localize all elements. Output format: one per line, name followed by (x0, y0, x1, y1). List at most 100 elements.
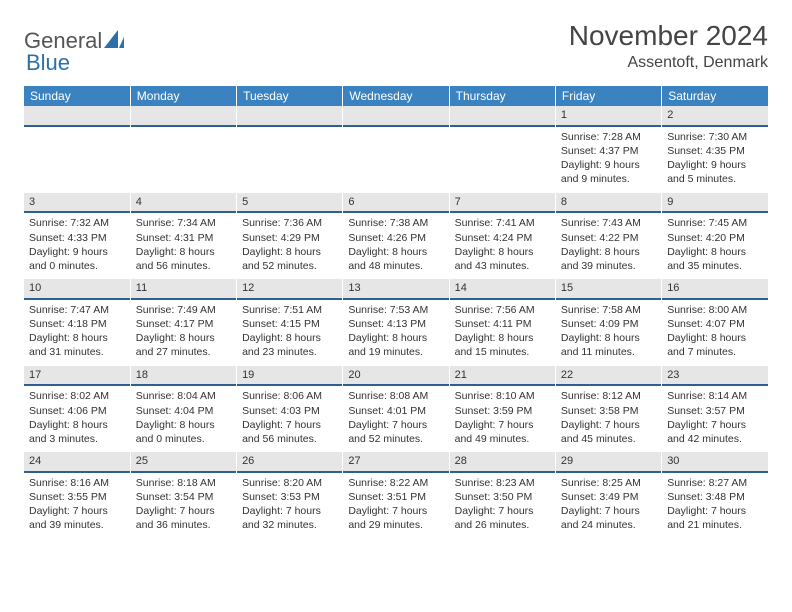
sunset-text: Sunset: 4:04 PM (136, 404, 231, 418)
calendar-cell: 4Sunrise: 7:34 AMSunset: 4:31 PMDaylight… (130, 193, 236, 280)
sunset-text: Sunset: 4:22 PM (561, 231, 656, 245)
day-number: 25 (131, 452, 236, 473)
calendar-week-row: 3Sunrise: 7:32 AMSunset: 4:33 PMDaylight… (24, 193, 768, 280)
sunrise-text: Sunrise: 7:49 AM (136, 303, 231, 317)
calendar-cell: 7Sunrise: 7:41 AMSunset: 4:24 PMDaylight… (449, 193, 555, 280)
weekday-header: Monday (130, 86, 236, 106)
weekday-header: Thursday (449, 86, 555, 106)
day-body: Sunrise: 7:49 AMSunset: 4:17 PMDaylight:… (131, 300, 236, 366)
calendar-cell: 21Sunrise: 8:10 AMSunset: 3:59 PMDayligh… (449, 366, 555, 453)
calendar-week-row: 10Sunrise: 7:47 AMSunset: 4:18 PMDayligh… (24, 279, 768, 366)
day-body: Sunrise: 7:36 AMSunset: 4:29 PMDaylight:… (237, 213, 342, 279)
daylight-text: Daylight: 8 hours and 19 minutes. (348, 331, 443, 359)
calendar-cell (24, 106, 130, 193)
calendar-cell: 14Sunrise: 7:56 AMSunset: 4:11 PMDayligh… (449, 279, 555, 366)
sunset-text: Sunset: 4:35 PM (667, 144, 763, 158)
daylight-text: Daylight: 8 hours and 35 minutes. (667, 245, 763, 273)
daylight-text: Daylight: 7 hours and 49 minutes. (455, 418, 550, 446)
calendar-cell: 10Sunrise: 7:47 AMSunset: 4:18 PMDayligh… (24, 279, 130, 366)
sunrise-text: Sunrise: 8:08 AM (348, 389, 443, 403)
day-number: 29 (556, 452, 661, 473)
day-body: Sunrise: 7:38 AMSunset: 4:26 PMDaylight:… (343, 213, 448, 279)
calendar-cell: 3Sunrise: 7:32 AMSunset: 4:33 PMDaylight… (24, 193, 130, 280)
calendar-week-row: 17Sunrise: 8:02 AMSunset: 4:06 PMDayligh… (24, 366, 768, 453)
sunset-text: Sunset: 4:37 PM (561, 144, 656, 158)
day-number: 30 (662, 452, 768, 473)
calendar-cell: 25Sunrise: 8:18 AMSunset: 3:54 PMDayligh… (130, 452, 236, 539)
sunrise-text: Sunrise: 8:14 AM (667, 389, 763, 403)
day-body: Sunrise: 8:02 AMSunset: 4:06 PMDaylight:… (24, 386, 130, 452)
calendar-cell (449, 106, 555, 193)
day-body: Sunrise: 8:10 AMSunset: 3:59 PMDaylight:… (450, 386, 555, 452)
day-number: 11 (131, 279, 236, 300)
day-number: 1 (556, 106, 661, 127)
daylight-text: Daylight: 8 hours and 3 minutes. (29, 418, 125, 446)
day-number: 22 (556, 366, 661, 387)
calendar-cell: 11Sunrise: 7:49 AMSunset: 4:17 PMDayligh… (130, 279, 236, 366)
calendar-cell: 16Sunrise: 8:00 AMSunset: 4:07 PMDayligh… (662, 279, 768, 366)
day-body: Sunrise: 7:51 AMSunset: 4:15 PMDaylight:… (237, 300, 342, 366)
day-body: Sunrise: 7:30 AMSunset: 4:35 PMDaylight:… (662, 127, 768, 193)
daylight-text: Daylight: 8 hours and 7 minutes. (667, 331, 763, 359)
sunset-text: Sunset: 4:03 PM (242, 404, 337, 418)
day-body: Sunrise: 8:23 AMSunset: 3:50 PMDaylight:… (450, 473, 555, 539)
daylight-text: Daylight: 8 hours and 48 minutes. (348, 245, 443, 273)
daylight-text: Daylight: 7 hours and 36 minutes. (136, 504, 231, 532)
day-body: Sunrise: 8:00 AMSunset: 4:07 PMDaylight:… (662, 300, 768, 366)
day-number: 18 (131, 366, 236, 387)
day-body: Sunrise: 8:25 AMSunset: 3:49 PMDaylight:… (556, 473, 661, 539)
sunset-text: Sunset: 4:01 PM (348, 404, 443, 418)
sunrise-text: Sunrise: 8:25 AM (561, 476, 656, 490)
calendar-cell: 27Sunrise: 8:22 AMSunset: 3:51 PMDayligh… (343, 452, 449, 539)
day-number: 27 (343, 452, 448, 473)
sunset-text: Sunset: 4:33 PM (29, 231, 125, 245)
daylight-text: Daylight: 7 hours and 24 minutes. (561, 504, 656, 532)
sunrise-text: Sunrise: 8:06 AM (242, 389, 337, 403)
daylight-text: Daylight: 7 hours and 56 minutes. (242, 418, 337, 446)
sunset-text: Sunset: 3:54 PM (136, 490, 231, 504)
day-number: 10 (24, 279, 130, 300)
day-body: Sunrise: 8:04 AMSunset: 4:04 PMDaylight:… (131, 386, 236, 452)
day-body: Sunrise: 7:58 AMSunset: 4:09 PMDaylight:… (556, 300, 661, 366)
sunrise-text: Sunrise: 8:16 AM (29, 476, 125, 490)
calendar-cell: 24Sunrise: 8:16 AMSunset: 3:55 PMDayligh… (24, 452, 130, 539)
day-body: Sunrise: 8:06 AMSunset: 4:03 PMDaylight:… (237, 386, 342, 452)
daylight-text: Daylight: 8 hours and 52 minutes. (242, 245, 337, 273)
day-number: 6 (343, 193, 448, 214)
day-body: Sunrise: 8:16 AMSunset: 3:55 PMDaylight:… (24, 473, 130, 539)
sunset-text: Sunset: 4:31 PM (136, 231, 231, 245)
daylight-text: Daylight: 9 hours and 5 minutes. (667, 158, 763, 186)
sunrise-text: Sunrise: 7:43 AM (561, 216, 656, 230)
sunset-text: Sunset: 3:57 PM (667, 404, 763, 418)
daylight-text: Daylight: 8 hours and 0 minutes. (136, 418, 231, 446)
weekday-header: Tuesday (237, 86, 343, 106)
day-body: Sunrise: 8:27 AMSunset: 3:48 PMDaylight:… (662, 473, 768, 539)
sunset-text: Sunset: 4:11 PM (455, 317, 550, 331)
calendar-cell: 8Sunrise: 7:43 AMSunset: 4:22 PMDaylight… (555, 193, 661, 280)
sunrise-text: Sunrise: 7:45 AM (667, 216, 763, 230)
daylight-text: Daylight: 7 hours and 39 minutes. (29, 504, 125, 532)
sunset-text: Sunset: 4:24 PM (455, 231, 550, 245)
daylight-text: Daylight: 8 hours and 43 minutes. (455, 245, 550, 273)
daylight-text: Daylight: 8 hours and 39 minutes. (561, 245, 656, 273)
day-number: 7 (450, 193, 555, 214)
day-body: Sunrise: 7:43 AMSunset: 4:22 PMDaylight:… (556, 213, 661, 279)
day-body: Sunrise: 7:34 AMSunset: 4:31 PMDaylight:… (131, 213, 236, 279)
sunrise-text: Sunrise: 8:22 AM (348, 476, 443, 490)
day-number: 13 (343, 279, 448, 300)
calendar-cell: 19Sunrise: 8:06 AMSunset: 4:03 PMDayligh… (237, 366, 343, 453)
daylight-text: Daylight: 8 hours and 23 minutes. (242, 331, 337, 359)
calendar-cell: 28Sunrise: 8:23 AMSunset: 3:50 PMDayligh… (449, 452, 555, 539)
day-number: 21 (450, 366, 555, 387)
day-body: Sunrise: 8:08 AMSunset: 4:01 PMDaylight:… (343, 386, 448, 452)
daylight-text: Daylight: 9 hours and 0 minutes. (29, 245, 125, 273)
weekday-header: Saturday (662, 86, 768, 106)
sunrise-text: Sunrise: 8:23 AM (455, 476, 550, 490)
weekday-header-row: SundayMondayTuesdayWednesdayThursdayFrid… (24, 86, 768, 106)
sail-icon (104, 28, 124, 54)
day-number: 19 (237, 366, 342, 387)
calendar-cell: 5Sunrise: 7:36 AMSunset: 4:29 PMDaylight… (237, 193, 343, 280)
sunrise-text: Sunrise: 7:36 AM (242, 216, 337, 230)
day-body: Sunrise: 7:56 AMSunset: 4:11 PMDaylight:… (450, 300, 555, 366)
sunset-text: Sunset: 3:50 PM (455, 490, 550, 504)
